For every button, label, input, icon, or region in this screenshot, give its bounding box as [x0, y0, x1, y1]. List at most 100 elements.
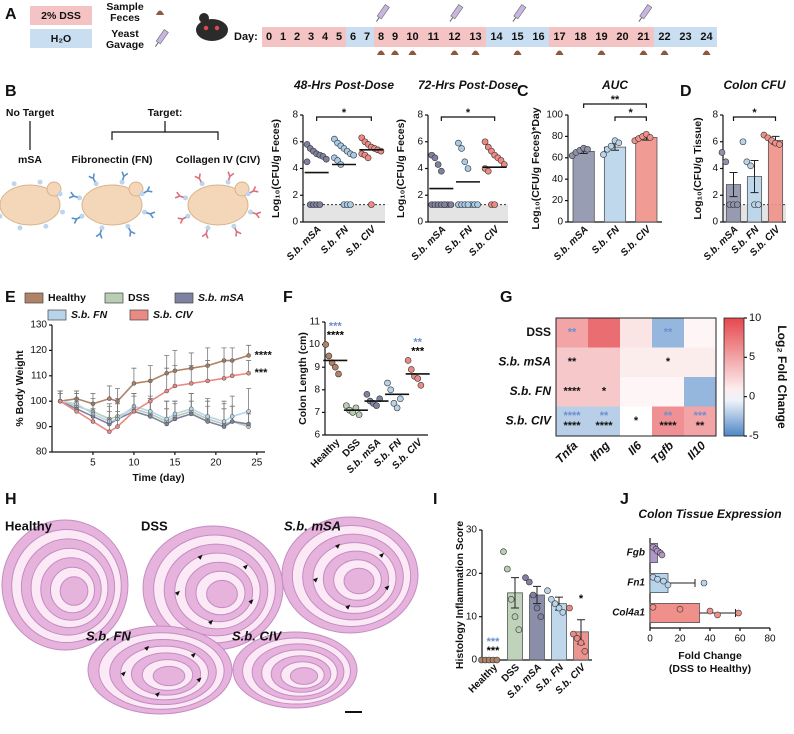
msa-protein	[185, 213, 191, 219]
data-point	[743, 158, 751, 166]
legend-label: H₂O	[51, 33, 71, 45]
data-point	[189, 406, 194, 412]
column-label: Ifng	[587, 438, 613, 464]
y-tick-label: 2	[292, 190, 298, 201]
data-point	[350, 151, 357, 159]
error-bar	[188, 393, 194, 409]
data-point	[507, 596, 515, 603]
row-label: S.b. mSA	[498, 354, 551, 368]
arrowhead	[120, 671, 126, 677]
chart-title: 72-Hrs Post-Dose	[418, 78, 518, 92]
heatmap-cell	[588, 406, 620, 436]
arrowhead	[345, 604, 351, 610]
y-tick-label: 0	[417, 217, 423, 228]
syringe-barrel	[155, 29, 169, 45]
data-point	[303, 158, 311, 166]
error-bar	[115, 410, 121, 427]
feces-icon	[702, 50, 711, 55]
data-point	[229, 373, 235, 379]
x-axis-label: (DSS to Healthy)	[669, 663, 751, 675]
x-tick-label: S.b. CIV	[344, 223, 379, 258]
antibody	[201, 229, 209, 239]
y-tick-label: 0	[471, 655, 477, 666]
column-label: Il10	[684, 438, 708, 462]
feces-icon	[391, 50, 399, 55]
heatmap-cell	[556, 406, 588, 436]
panel-label: E	[5, 289, 16, 306]
heatmap-frame	[555, 317, 717, 437]
x-tick-label: S.b. CIV	[619, 223, 654, 258]
day-label: 12	[448, 31, 460, 43]
significance-label: ***	[329, 321, 343, 333]
antibody	[143, 186, 153, 194]
x-tick-label: 15	[169, 458, 181, 469]
day-cell	[486, 27, 507, 47]
panel-label: G	[500, 289, 512, 306]
yeast-bud	[128, 181, 144, 197]
data-point	[434, 161, 442, 168]
data-point	[600, 151, 607, 158]
antibody	[68, 191, 78, 199]
data-point	[474, 201, 481, 208]
msa-protein	[77, 195, 83, 201]
y-tick-label: 4	[712, 163, 718, 174]
x-tick-label: S.b. mSA	[285, 224, 324, 263]
data-point	[342, 402, 350, 409]
error-bar	[205, 400, 211, 417]
error-bar	[131, 367, 137, 384]
data-point	[555, 604, 563, 612]
feces-icon	[660, 50, 669, 55]
significance-label: ***	[255, 367, 269, 379]
y-tick-label: 80	[552, 131, 564, 142]
day-cell	[423, 27, 444, 47]
antibody	[174, 191, 184, 199]
data-point	[115, 424, 120, 429]
y-tick-label: 10	[466, 611, 478, 622]
day-cell	[318, 27, 332, 47]
legend-label: DSS	[128, 292, 150, 304]
day-cell	[444, 27, 465, 47]
y-tick-label: 0	[557, 217, 563, 228]
data-point	[676, 605, 684, 613]
x-tick-label: 40	[704, 634, 716, 645]
y-tick-label: Col4a1	[612, 608, 645, 619]
cell-label: *	[634, 415, 639, 427]
x-tick-label: 10	[128, 458, 140, 469]
error-bar	[147, 380, 153, 402]
y-tick-label: 8	[314, 384, 320, 395]
legend-swatch	[129, 309, 149, 321]
sample-label: Sample	[106, 1, 144, 13]
data-point	[458, 145, 465, 152]
significance-bracket	[583, 103, 647, 108]
row-label: S.b. FN	[510, 384, 552, 398]
feces-icon	[377, 50, 385, 55]
y-tick-label: 30	[466, 525, 478, 536]
msa-protein	[245, 191, 251, 197]
day-cell	[528, 27, 549, 47]
heatmap-cell	[684, 318, 716, 348]
y-tick-label: 8	[292, 110, 298, 121]
colorbar	[723, 317, 745, 437]
syringe-needle	[638, 17, 643, 22]
antibody-shape	[88, 173, 96, 183]
day-label: 13	[469, 31, 481, 43]
x-tick-label: 5	[90, 458, 96, 469]
data-point	[229, 414, 235, 419]
arrowhead	[196, 677, 202, 683]
data-point	[734, 201, 741, 208]
antibody-shape	[143, 186, 153, 194]
column-label: Il6	[625, 438, 645, 458]
arrowhead	[174, 590, 180, 596]
y-axis-label: Histology Inflammation Score	[454, 521, 466, 669]
msa-protein	[139, 191, 145, 197]
msa-protein	[141, 209, 147, 215]
error-bar	[246, 388, 252, 412]
below-detection	[303, 204, 385, 222]
data-point	[700, 579, 708, 587]
syringe-icon	[638, 4, 653, 22]
x-tick-label: S.b. mSA	[409, 224, 448, 263]
x-tick-label: 20	[210, 458, 222, 469]
significance-label: *	[342, 107, 347, 119]
day-label: 2	[294, 31, 300, 43]
antibody-shape	[177, 216, 187, 224]
